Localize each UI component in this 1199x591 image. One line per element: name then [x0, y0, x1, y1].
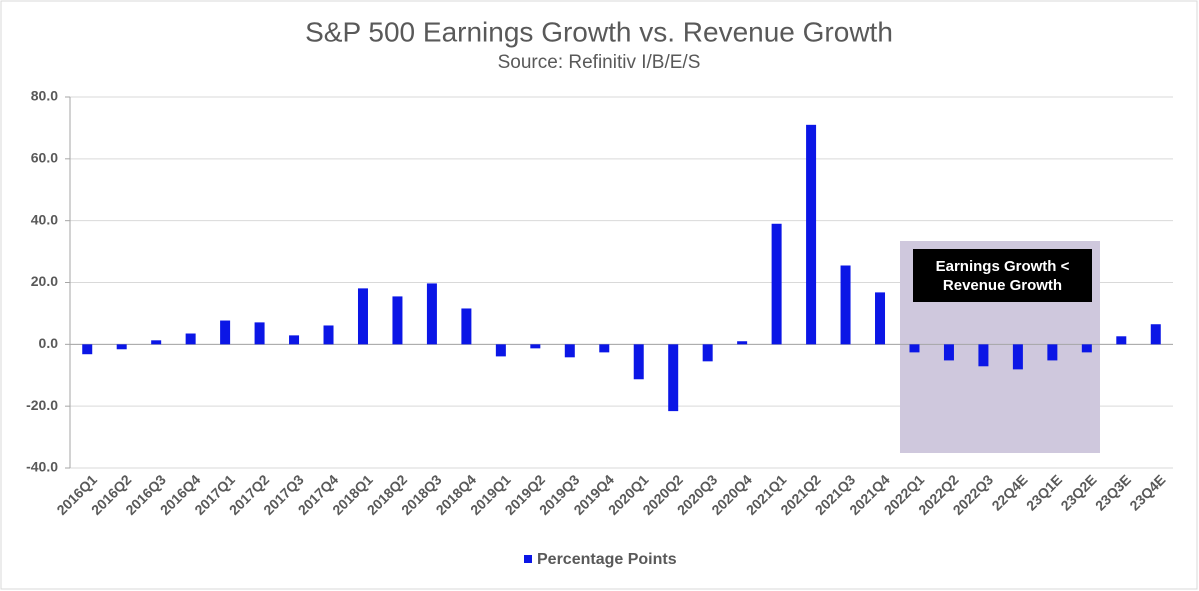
bar	[737, 341, 748, 345]
bar	[323, 325, 334, 345]
bar	[82, 344, 93, 355]
bar	[633, 344, 644, 380]
y-tick-label: 0.0	[39, 335, 59, 351]
bar	[1047, 344, 1058, 361]
bar	[1150, 324, 1161, 345]
bar	[840, 265, 851, 345]
bar	[1081, 344, 1092, 353]
bar	[495, 344, 506, 357]
bar	[599, 344, 610, 353]
y-tick-label: 20.0	[31, 273, 58, 289]
bar	[978, 344, 989, 367]
bar	[1012, 344, 1023, 370]
bar	[392, 296, 403, 345]
legend-label: Percentage Points	[537, 551, 677, 568]
bar	[564, 344, 575, 358]
y-tick-label: 60.0	[31, 150, 58, 166]
y-tick-label: 40.0	[31, 211, 58, 227]
bar	[1116, 336, 1127, 345]
bar	[289, 335, 300, 345]
bar	[254, 322, 265, 345]
bar	[806, 124, 817, 345]
chart-subtitle: Source: Refinitiv I/B/E/S	[498, 52, 701, 73]
annotation: Earnings Growth < Revenue Growth	[913, 249, 1092, 302]
bar	[151, 340, 162, 345]
bar	[185, 333, 196, 345]
y-tick-label: -20.0	[26, 397, 58, 413]
legend-swatch	[524, 555, 532, 563]
bar	[426, 283, 437, 345]
bar	[668, 344, 679, 412]
chart-title: S&P 500 Earnings Growth vs. Revenue Grow…	[305, 16, 893, 47]
bar	[909, 344, 920, 353]
y-tick-label: 80.0	[31, 88, 58, 104]
bar	[357, 288, 368, 345]
bar	[875, 292, 886, 345]
bar	[116, 344, 127, 350]
bar	[220, 320, 231, 345]
bar	[461, 308, 472, 345]
bar	[530, 344, 541, 349]
bar	[702, 344, 713, 362]
bar	[771, 223, 782, 345]
bar	[943, 344, 954, 361]
y-tick-label: -40.0	[26, 459, 58, 475]
